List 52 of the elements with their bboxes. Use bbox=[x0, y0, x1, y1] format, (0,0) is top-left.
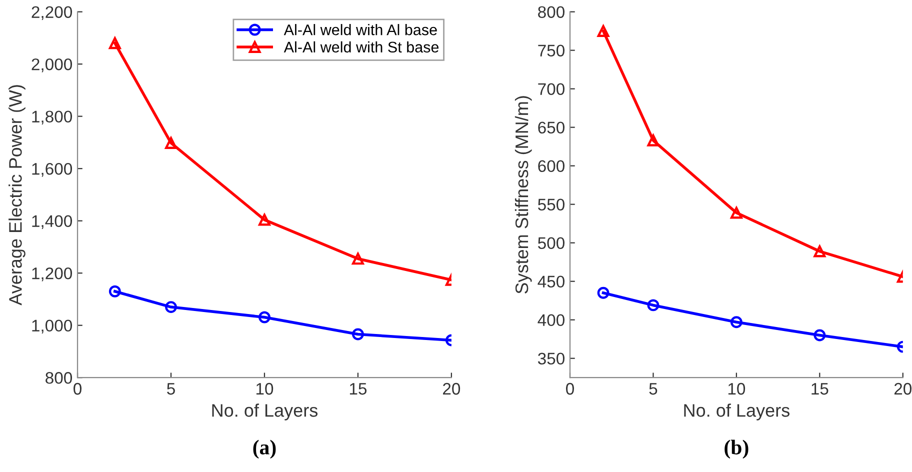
y-tick-label: 800 bbox=[46, 372, 72, 384]
x-tick-label: 15 bbox=[812, 383, 828, 395]
point bbox=[352, 252, 364, 265]
y-tick-label: 600 bbox=[538, 160, 564, 172]
y-tick-label: 1,400 bbox=[32, 215, 72, 229]
point bbox=[730, 316, 742, 328]
y-tick-label: 350 bbox=[538, 352, 564, 365]
text: (a) bbox=[253, 440, 276, 459]
x-tick-label: 0 bbox=[74, 382, 82, 395]
x-tick-label: 5 bbox=[649, 383, 658, 395]
point bbox=[730, 206, 742, 219]
y-tick-label: 450 bbox=[538, 276, 564, 288]
y-tick-label: 2,000 bbox=[32, 58, 72, 72]
y-tick-label: 650 bbox=[538, 122, 564, 134]
y-tick-label: 400 bbox=[538, 314, 564, 326]
x-tick-label: 15 bbox=[350, 383, 367, 395]
point bbox=[647, 299, 660, 312]
point bbox=[258, 214, 270, 226]
x-axis-title: No. of Layers bbox=[212, 404, 318, 420]
x-tick-label: 10 bbox=[728, 382, 746, 395]
point bbox=[814, 329, 826, 342]
point bbox=[258, 311, 270, 324]
x-tick-label: 5 bbox=[167, 383, 175, 395]
point bbox=[647, 134, 660, 146]
point bbox=[108, 37, 121, 50]
x-tick-label: 20 bbox=[894, 382, 912, 395]
y-tick-label: 500 bbox=[538, 237, 564, 250]
point bbox=[165, 301, 177, 314]
y-tick-label: 1,600 bbox=[32, 162, 72, 177]
point bbox=[597, 25, 610, 38]
point bbox=[165, 136, 177, 149]
y-tick-label: 550 bbox=[538, 198, 564, 211]
legend-label: Al-Al weld with St base bbox=[284, 41, 439, 53]
point bbox=[352, 328, 364, 340]
x-tick-label: 20 bbox=[443, 382, 460, 395]
y-tick-label: 2,200 bbox=[32, 6, 72, 20]
y-tick-label: 800 bbox=[538, 6, 564, 18]
y-tick-label: 1,200 bbox=[32, 267, 72, 282]
point bbox=[597, 286, 610, 299]
y-tick-label: 1,800 bbox=[32, 110, 72, 124]
legend-label: Al-Al weld with Al base bbox=[284, 24, 437, 36]
y-tick-label: 1,000 bbox=[32, 320, 72, 334]
y-axis-title: System Stiffness (MN/m) bbox=[514, 96, 532, 294]
y-axis-title: Average Electric Power (W) bbox=[8, 85, 26, 306]
y-tick-label: 700 bbox=[538, 83, 564, 96]
y-tick-label: 750 bbox=[538, 44, 564, 57]
x-tick-label: 10 bbox=[256, 382, 274, 395]
point bbox=[108, 285, 121, 298]
x-tick-label: 0 bbox=[566, 382, 574, 395]
text: (b) bbox=[724, 440, 748, 459]
point bbox=[814, 245, 826, 258]
x-axis-title: No. of Layers bbox=[684, 404, 790, 420]
